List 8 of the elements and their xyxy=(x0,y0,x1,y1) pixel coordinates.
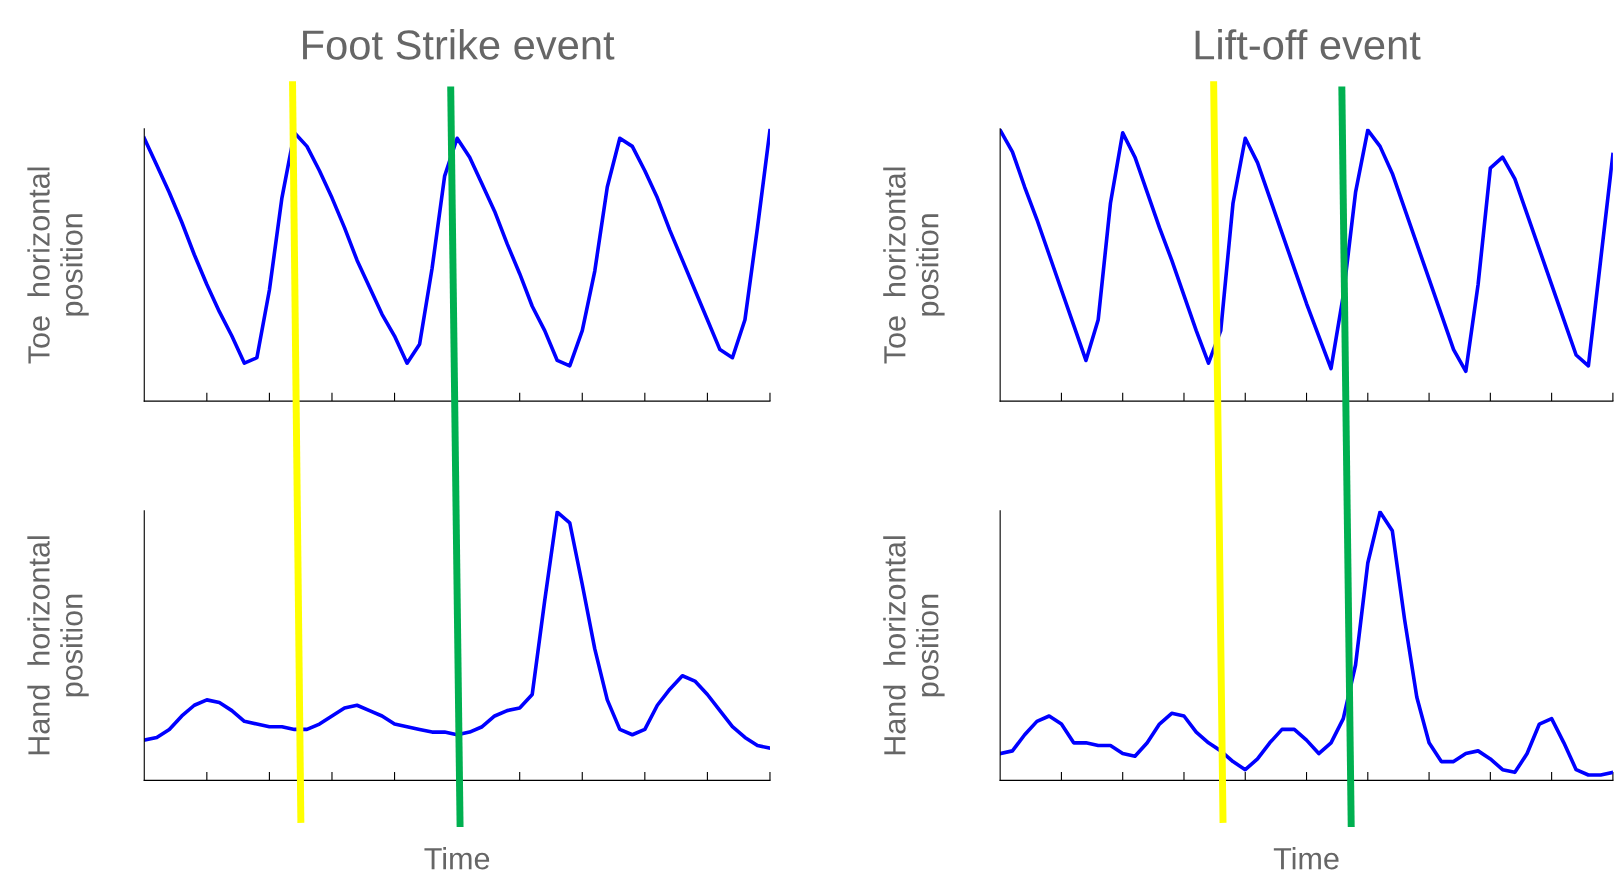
y-axis-title: Hand horizontal position xyxy=(883,536,945,755)
chart-title: Lift-off event xyxy=(1195,29,1421,60)
chart-title: Foot Strike event xyxy=(303,29,615,60)
y-axis-title: Toe horizontal position xyxy=(27,167,89,364)
y-axis-title: Toe horizontal position xyxy=(883,167,945,364)
x-axis-title: Time xyxy=(424,847,490,870)
x-axis-title: Time xyxy=(1273,847,1339,870)
y-axis-title: Hand horizontal position xyxy=(27,536,89,755)
